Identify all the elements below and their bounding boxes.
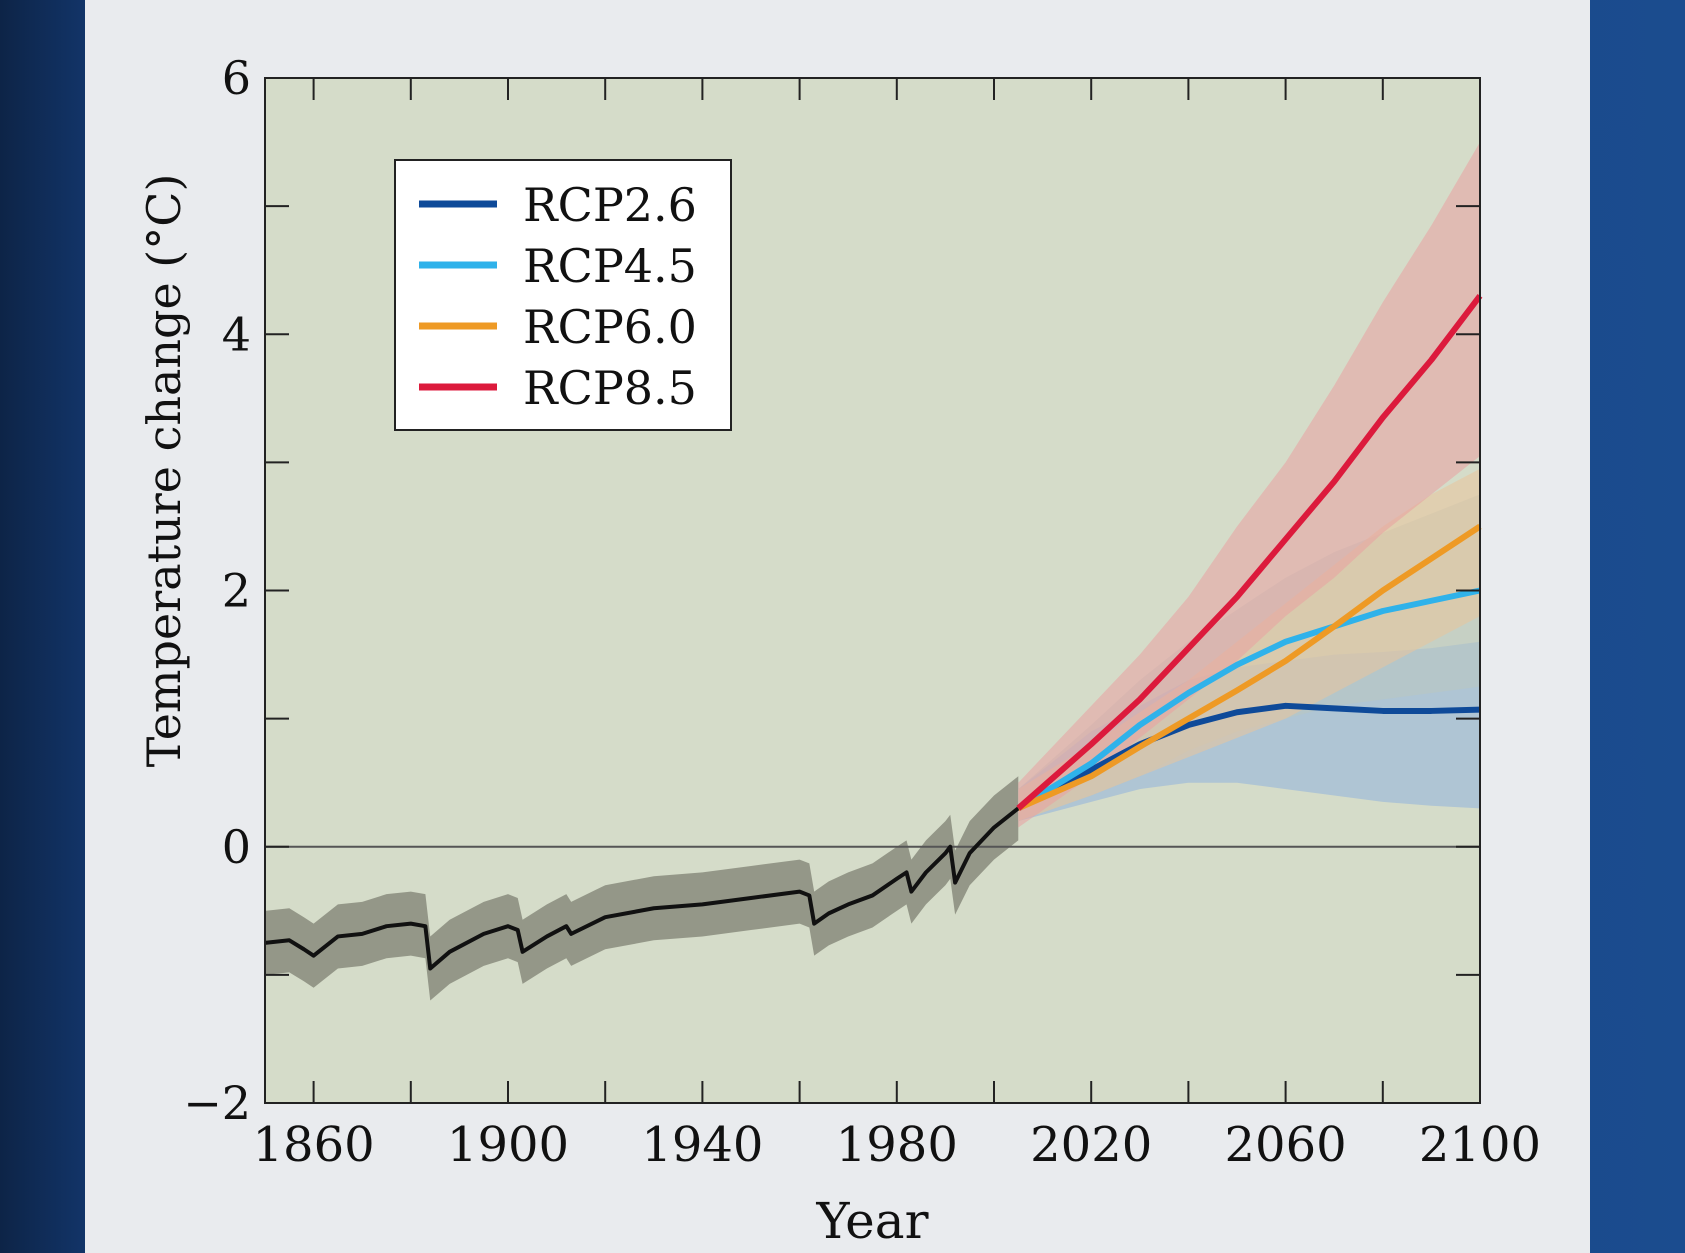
rcp6-0-line	[1017, 523, 1482, 812]
historical-band	[265, 776, 1019, 1001]
legend: RCP2.6 RCP4.5 RCP6.0 RCP8.5	[394, 159, 732, 431]
x-tick-label: 1980	[836, 1117, 958, 1173]
x-tick-label: 1940	[641, 1117, 763, 1173]
y-tick-label: 0	[222, 820, 251, 874]
legend-label: RCP6.0	[523, 300, 697, 354]
x-tick-label: 2060	[1225, 1117, 1347, 1173]
x-tick-label: 1900	[447, 1117, 569, 1173]
historical-line	[264, 806, 1020, 971]
y-tick-label: −2	[183, 1076, 251, 1130]
y-tick-label: 4	[222, 307, 251, 361]
rcp8-5-line	[1016, 293, 1483, 811]
y-tick-label: 2	[222, 564, 251, 618]
rcp8-5-band	[1018, 142, 1480, 828]
y-tick-label: 6	[222, 51, 251, 105]
x-tick-label: 2100	[1419, 1117, 1541, 1173]
y-axis-label: Temperature change (°C)	[137, 174, 191, 768]
screen-frame: 1860 1900 1940 1980 2020 2060 2100 −2 0 2 4 6 RCP2.…	[85, 0, 1590, 1253]
rcp4-5-line	[1016, 587, 1481, 811]
x-tick-label: 1860	[253, 1117, 375, 1173]
legend-label: RCP2.6	[523, 178, 697, 232]
temperature-chart: 1860 1900 1940 1980 2020 2060 2100 −2 0 2 4 6 RCP2.…	[137, 51, 1541, 1250]
x-axis-label: Year	[816, 1192, 929, 1250]
legend-label: RCP8.5	[523, 361, 697, 415]
legend-label: RCP4.5	[523, 239, 697, 293]
x-tick-label: 2020	[1030, 1117, 1152, 1173]
rcp2-6-line	[1016, 702, 1481, 811]
